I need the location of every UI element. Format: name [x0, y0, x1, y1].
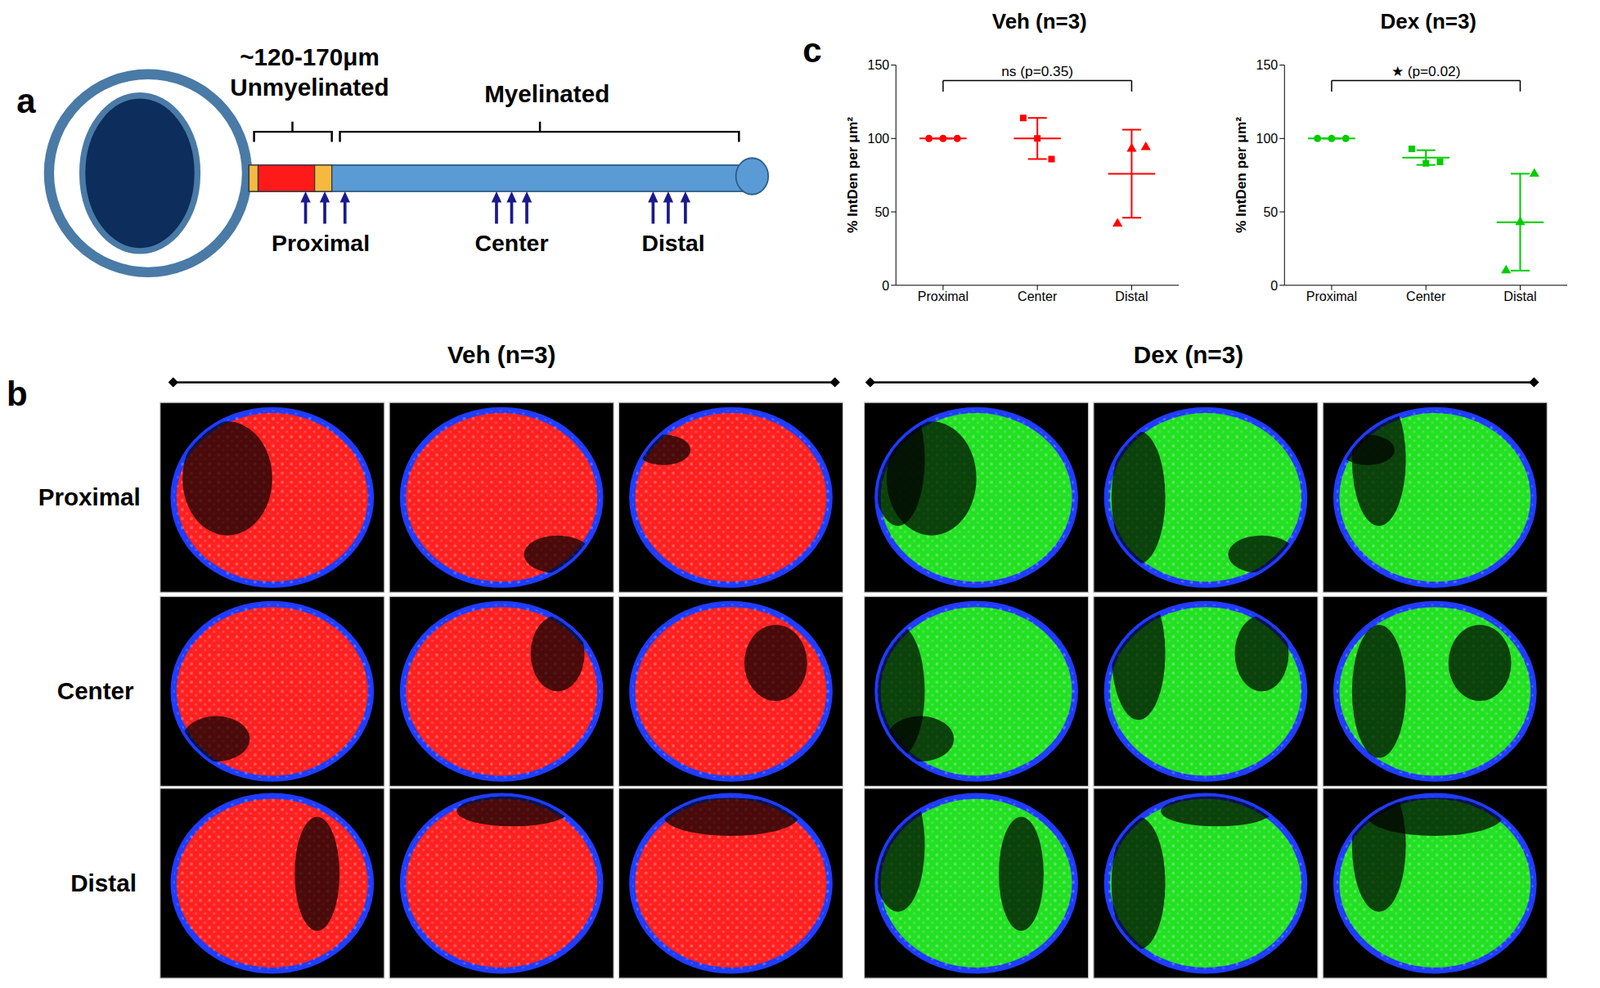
svg-text:Proximal: Proximal — [271, 229, 370, 257]
svg-text:Dex (n=3): Dex (n=3) — [1133, 341, 1244, 369]
svg-text:★ (p=0.02): ★ (p=0.02) — [1391, 62, 1461, 80]
svg-text:100: 100 — [1255, 130, 1278, 146]
svg-text:Proximal: Proximal — [38, 483, 141, 511]
svg-text:b: b — [6, 374, 28, 414]
svg-text:ns (p=0.35): ns (p=0.35) — [1001, 62, 1074, 80]
html-text:Veh (n=3): Veh (n=3) — [992, 9, 1087, 33]
svg-text:Proximal: Proximal — [916, 288, 968, 304]
svg-text:Center: Center — [1406, 288, 1447, 304]
svg-text:Veh (n=3): Veh (n=3) — [447, 341, 557, 369]
svg-text:c: c — [802, 31, 822, 70]
svg-text:Distal: Distal — [1503, 288, 1537, 304]
svg-text:50: 50 — [874, 204, 890, 220]
svg-text:Center: Center — [1017, 288, 1058, 304]
svg-text:150: 150 — [1255, 57, 1278, 72]
html-text:% IntDen per μm²: % IntDen per μm² — [1232, 117, 1249, 234]
html-text:Dex (n=3): Dex (n=3) — [1380, 9, 1477, 33]
svg-text:Center: Center — [475, 229, 549, 257]
svg-text:a: a — [16, 81, 36, 121]
svg-text:Distal: Distal — [1114, 288, 1148, 304]
svg-text:Myelinated: Myelinated — [484, 80, 610, 108]
svg-text:0: 0 — [1270, 278, 1278, 293]
html-text:% IntDen per μm²: % IntDen per μm² — [843, 117, 860, 234]
svg-text:Proximal: Proximal — [1306, 288, 1358, 304]
svg-text:150: 150 — [867, 57, 890, 72]
svg-text:Center: Center — [57, 677, 135, 705]
svg-text:0: 0 — [881, 278, 890, 293]
svg-text:~120-170μm: ~120-170μm — [239, 43, 380, 71]
svg-text:Distal: Distal — [641, 229, 705, 257]
svg-text:100: 100 — [867, 130, 890, 146]
svg-text:50: 50 — [1262, 204, 1278, 220]
svg-text:Distal: Distal — [70, 869, 137, 897]
svg-text:Unmyelinated: Unmyelinated — [229, 73, 389, 101]
